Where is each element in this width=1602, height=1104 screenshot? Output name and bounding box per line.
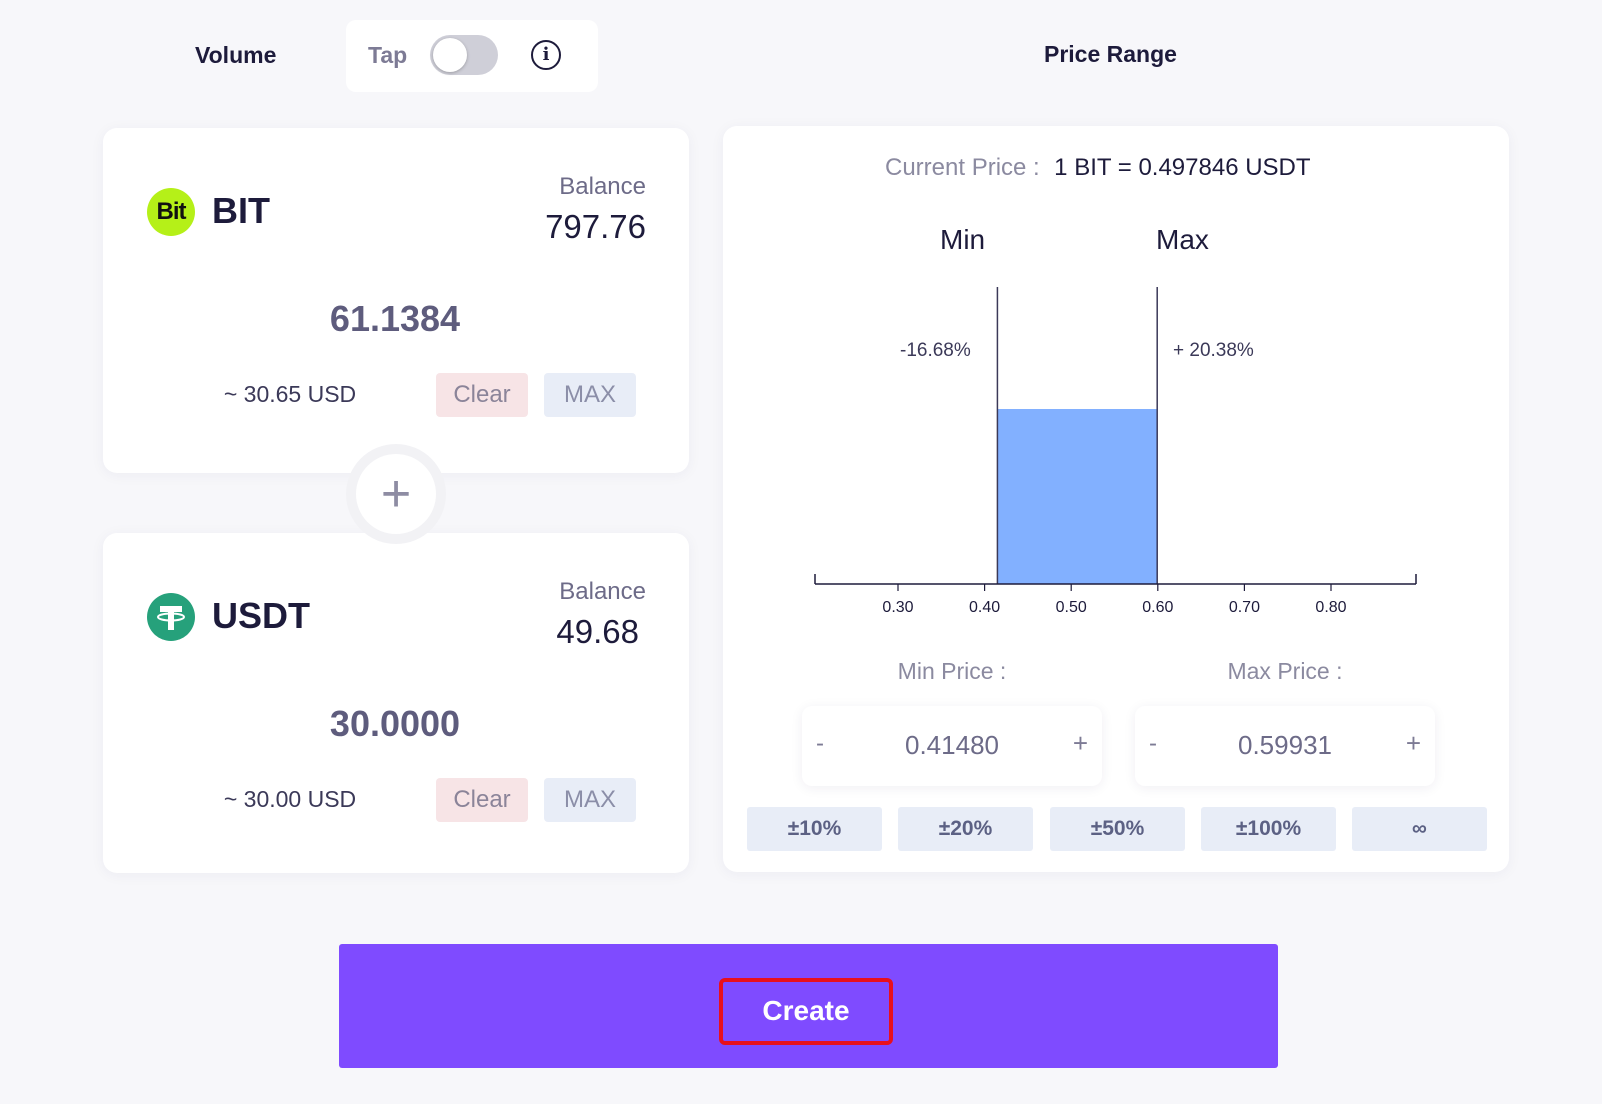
token-name: BIT — [212, 190, 270, 231]
price-range-panel: Current Price : 1 BIT = 0.497846 USDT Mi… — [723, 126, 1509, 872]
max-percent: + 20.38% — [1173, 340, 1254, 361]
max-button[interactable]: MAX — [544, 373, 636, 417]
create-button[interactable]: Create — [339, 944, 1278, 1068]
clear-button[interactable]: Clear — [436, 373, 528, 417]
range-10-button[interactable]: ±10% — [747, 807, 882, 851]
min-price-label: Min Price : — [897, 658, 1007, 684]
min-label: Min — [940, 224, 986, 255]
price-range-title: Price Range — [1044, 41, 1177, 67]
range-20-button[interactable]: ±20% — [898, 807, 1033, 851]
plus-separator: + — [346, 444, 446, 544]
current-price: Current Price : 1 BIT = 0.497846 USDT — [885, 154, 1311, 182]
min-price-field: - 0.41480 + — [802, 706, 1102, 786]
range-infinite-button[interactable]: ∞ — [1352, 807, 1487, 851]
min-price-decrement[interactable]: - — [816, 730, 824, 757]
x-tick-label: 0.60 — [1142, 599, 1173, 616]
max-price-field: - 0.59931 + — [1135, 706, 1435, 786]
max-price-input[interactable]: 0.59931 — [1238, 730, 1332, 760]
toggle-knob — [433, 38, 467, 72]
clear-button[interactable]: Clear — [436, 778, 528, 822]
range-50-button[interactable]: ±50% — [1050, 807, 1185, 851]
price-range-chart: 0.30 0.40 0.50 0.60 0.70 0.80 — [814, 287, 1417, 616]
x-tick-label: 0.30 — [882, 599, 913, 616]
tap-toggle[interactable] — [430, 35, 498, 75]
max-price-decrement[interactable]: - — [1149, 730, 1157, 757]
max-button[interactable]: MAX — [544, 778, 636, 822]
balance-label: Balance — [559, 173, 646, 200]
min-price-input[interactable]: 0.41480 — [905, 730, 999, 760]
tap-toggle-container: Tap i — [346, 20, 598, 92]
x-tick-label: 0.50 — [1056, 599, 1087, 616]
x-tick-label: 0.40 — [969, 599, 1000, 616]
bit-logo-icon: Bit — [147, 188, 195, 236]
max-label: Max — [1156, 224, 1209, 255]
amount-input[interactable]: 30.0000 — [329, 703, 461, 744]
create-label: Create — [719, 978, 893, 1045]
usd-value: ~ 30.00 USD — [223, 786, 357, 812]
token-card-bit: Bit BIT Balance 797.76 61.1384 ~ 30.65 U… — [103, 128, 689, 473]
usdt-logo-icon — [147, 593, 195, 641]
balance-value: 797.76 — [545, 208, 646, 245]
x-tick-label: 0.70 — [1229, 599, 1260, 616]
balance-value: 49.68 — [556, 613, 639, 650]
volume-title: Volume — [195, 42, 277, 68]
token-card-usdt: USDT Balance 49.68 30.0000 ~ 30.00 USD C… — [103, 533, 689, 873]
amount-input[interactable]: 61.1384 — [329, 298, 461, 339]
plus-icon: + — [356, 454, 436, 534]
current-price-value: 1 BIT = 0.497846 USDT — [1054, 154, 1311, 181]
x-tick-label: 0.80 — [1315, 599, 1346, 616]
tap-label: Tap — [368, 42, 408, 68]
token-name: USDT — [212, 595, 310, 636]
usd-value: ~ 30.65 USD — [223, 381, 357, 407]
max-price-label: Max Price : — [1227, 658, 1343, 684]
min-percent: -16.68% — [900, 340, 971, 361]
info-icon[interactable]: i — [531, 40, 561, 70]
balance-label: Balance — [559, 578, 646, 605]
max-price-increment[interactable]: + — [1405, 728, 1421, 758]
current-price-label: Current Price : — [885, 154, 1040, 181]
min-price-increment[interactable]: + — [1072, 728, 1088, 758]
range-100-button[interactable]: ±100% — [1201, 807, 1336, 851]
range-bar — [997, 409, 1158, 584]
